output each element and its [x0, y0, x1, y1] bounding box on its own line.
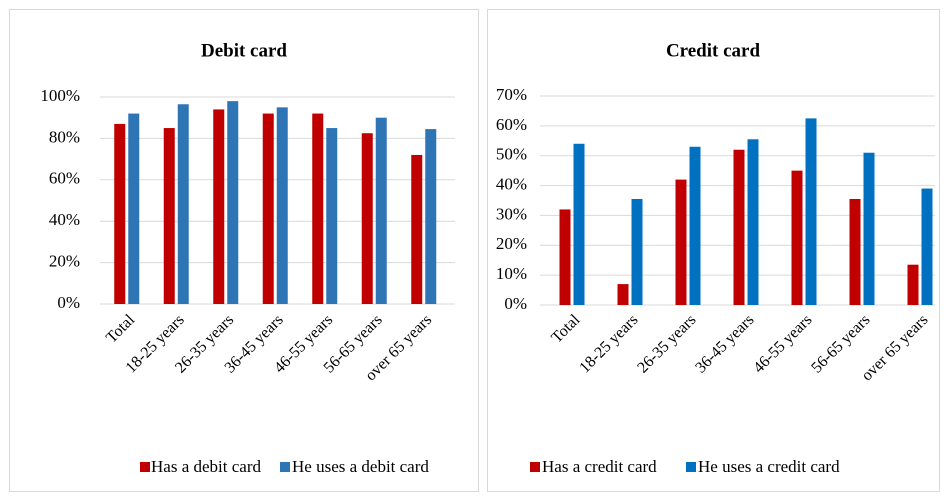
bar [375, 117, 387, 304]
bar [425, 129, 437, 304]
y-tick-label: 60% [49, 169, 80, 188]
bar [791, 170, 803, 305]
legend-label: He uses a debit card [292, 457, 429, 476]
bar [573, 143, 585, 305]
legend-swatch [530, 462, 540, 472]
legend-swatch [140, 462, 150, 472]
y-tick-label: 80% [49, 127, 80, 146]
chart-title: Credit card [666, 40, 761, 61]
y-tick-label: 100% [40, 86, 80, 105]
y-tick-label: 20% [496, 234, 527, 253]
y-tick-label: 0% [504, 294, 527, 313]
y-tick-label: 10% [496, 264, 527, 283]
bar [177, 104, 189, 305]
bar [805, 118, 817, 306]
bar [114, 123, 126, 304]
chart-title: Debit card [201, 40, 287, 61]
bar [617, 284, 629, 305]
panel [9, 9, 479, 492]
y-tick-label: 30% [496, 204, 527, 223]
legend-swatch [686, 462, 696, 472]
bar [921, 188, 933, 305]
bar [849, 199, 861, 305]
y-tick-label: 40% [496, 174, 527, 193]
bar [747, 139, 759, 305]
bar [631, 199, 643, 305]
bar [163, 128, 175, 304]
legend-label: Has a debit card [151, 457, 261, 476]
bar [863, 152, 875, 305]
y-tick-label: 70% [496, 85, 527, 104]
bar [227, 101, 239, 304]
bar [559, 209, 571, 305]
bar [262, 113, 274, 304]
y-tick-label: 60% [496, 115, 527, 134]
legend-label: Has a credit card [542, 457, 657, 476]
bar [276, 107, 288, 304]
y-tick-label: 0% [57, 293, 80, 312]
bar [361, 133, 373, 304]
bar [411, 154, 423, 304]
y-tick-label: 20% [49, 252, 80, 271]
y-tick-label: 40% [49, 210, 80, 229]
bar [689, 146, 701, 305]
bar [312, 113, 324, 304]
bar [907, 264, 919, 305]
bar [733, 149, 745, 305]
y-tick-label: 50% [496, 145, 527, 164]
bar [128, 113, 140, 304]
bar [213, 109, 225, 304]
bar [675, 179, 687, 305]
bar [326, 128, 338, 304]
legend-label: He uses a credit card [698, 457, 840, 476]
legend-swatch [280, 462, 290, 472]
